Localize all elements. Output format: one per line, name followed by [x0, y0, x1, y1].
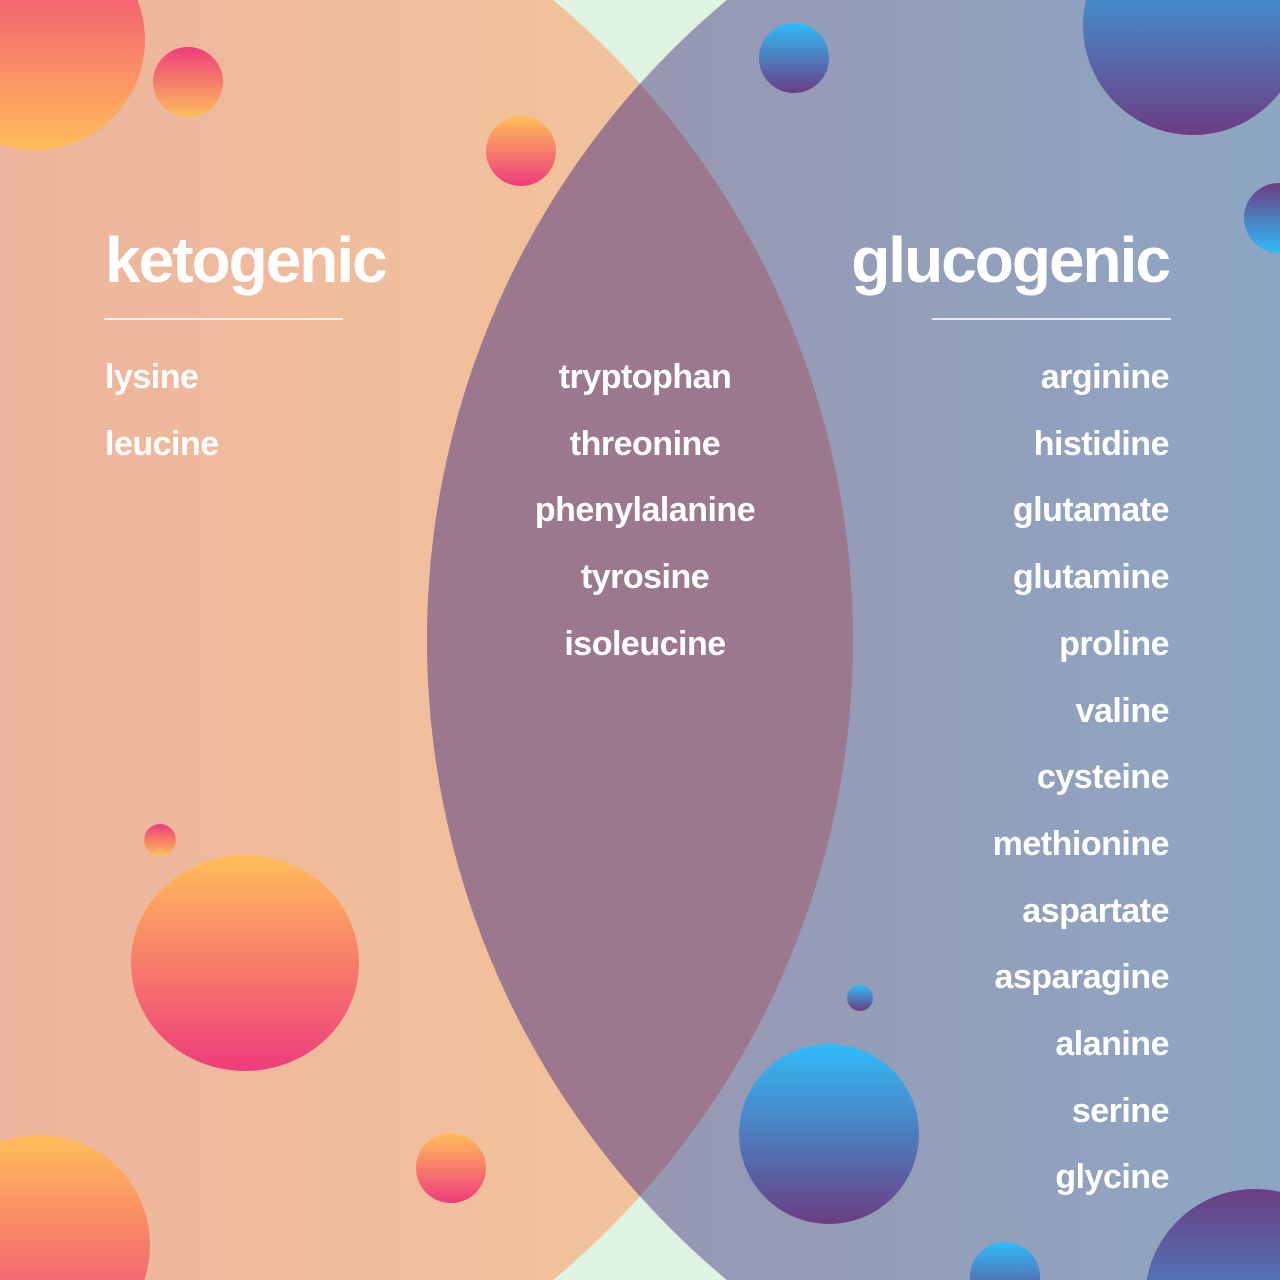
warm-bubble: [486, 116, 556, 186]
cool-bubble: [739, 1044, 919, 1224]
warm-bubble: [131, 855, 359, 1071]
amino-acid-label: proline: [1059, 624, 1169, 663]
glucogenic-divider: [932, 318, 1171, 320]
amino-acid-label: isoleucine: [564, 624, 726, 663]
amino-acid-label: asparagine: [994, 958, 1169, 997]
amino-acid-label: methionine: [992, 824, 1170, 863]
cool-bubble: [1244, 183, 1280, 253]
warm-bubble: [416, 1133, 486, 1203]
amino-acid-label: tyrosine: [580, 558, 710, 597]
amino-acid-label: glycine: [1055, 1158, 1169, 1197]
amino-acid-label: cysteine: [1036, 758, 1170, 797]
amino-acid-label: alanine: [1055, 1025, 1169, 1063]
glucogenic-title: glucogenic: [851, 224, 1171, 296]
amino-acid-label: leucine: [105, 424, 219, 463]
warm-bubble: [0, 0, 145, 150]
amino-acid-label: glutamate: [1012, 491, 1170, 530]
amino-acid-label: arginine: [1040, 358, 1170, 396]
amino-acid-label: threonine: [569, 424, 721, 463]
amino-acid-label: phenylalanine: [534, 491, 756, 530]
amino-acid-label: lysine: [105, 358, 199, 396]
amino-acid-label: histidine: [1033, 424, 1170, 463]
ketogenic-title: ketogenic: [105, 224, 388, 296]
amino-acid-label: tryptophan: [558, 358, 732, 396]
cool-bubble: [970, 1242, 1040, 1280]
amino-acid-label: aspartate: [1022, 891, 1169, 930]
warm-bubble: [153, 47, 223, 117]
cool-bubble: [1146, 1189, 1280, 1280]
amino-acid-label: serine: [1071, 1091, 1170, 1130]
cool-bubble: [1083, 0, 1280, 135]
amino-acid-label: glutamine: [1012, 558, 1170, 597]
cool-bubble: [759, 23, 829, 93]
cool-bubble: [847, 985, 873, 1011]
warm-bubble: [144, 824, 176, 856]
warm-bubble: [0, 1135, 150, 1280]
amino-acid-label: valine: [1075, 691, 1170, 730]
ketogenic-divider: [104, 318, 343, 320]
